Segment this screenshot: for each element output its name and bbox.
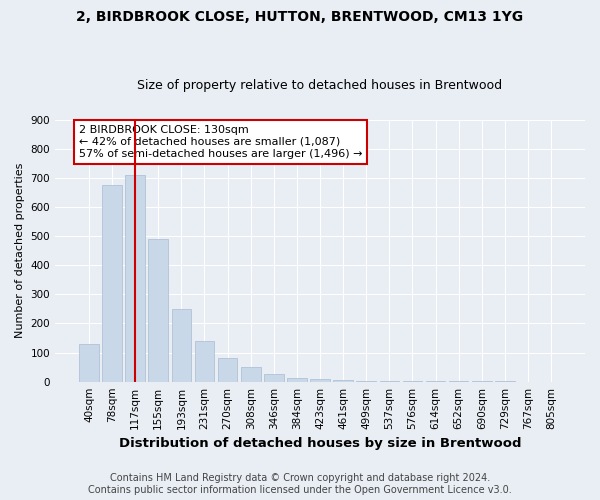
Bar: [310, 380, 330, 382]
Text: Contains HM Land Registry data © Crown copyright and database right 2024.
Contai: Contains HM Land Registry data © Crown c…: [88, 474, 512, 495]
Bar: [125, 175, 145, 382]
Bar: [380, 381, 399, 382]
Bar: [148, 239, 168, 382]
Bar: [264, 374, 284, 382]
Y-axis label: Number of detached properties: Number of detached properties: [15, 163, 25, 338]
Bar: [356, 381, 376, 382]
Bar: [172, 310, 191, 382]
Title: Size of property relative to detached houses in Brentwood: Size of property relative to detached ho…: [137, 79, 503, 92]
Bar: [79, 344, 99, 382]
Text: 2, BIRDBROOK CLOSE, HUTTON, BRENTWOOD, CM13 1YG: 2, BIRDBROOK CLOSE, HUTTON, BRENTWOOD, C…: [76, 10, 524, 24]
Bar: [287, 378, 307, 382]
Bar: [334, 380, 353, 382]
Bar: [194, 341, 214, 382]
Bar: [403, 381, 422, 382]
Text: 2 BIRDBROOK CLOSE: 130sqm
← 42% of detached houses are smaller (1,087)
57% of se: 2 BIRDBROOK CLOSE: 130sqm ← 42% of detac…: [79, 126, 362, 158]
Bar: [241, 367, 260, 382]
Bar: [102, 185, 122, 382]
X-axis label: Distribution of detached houses by size in Brentwood: Distribution of detached houses by size …: [119, 437, 521, 450]
Bar: [218, 358, 238, 382]
